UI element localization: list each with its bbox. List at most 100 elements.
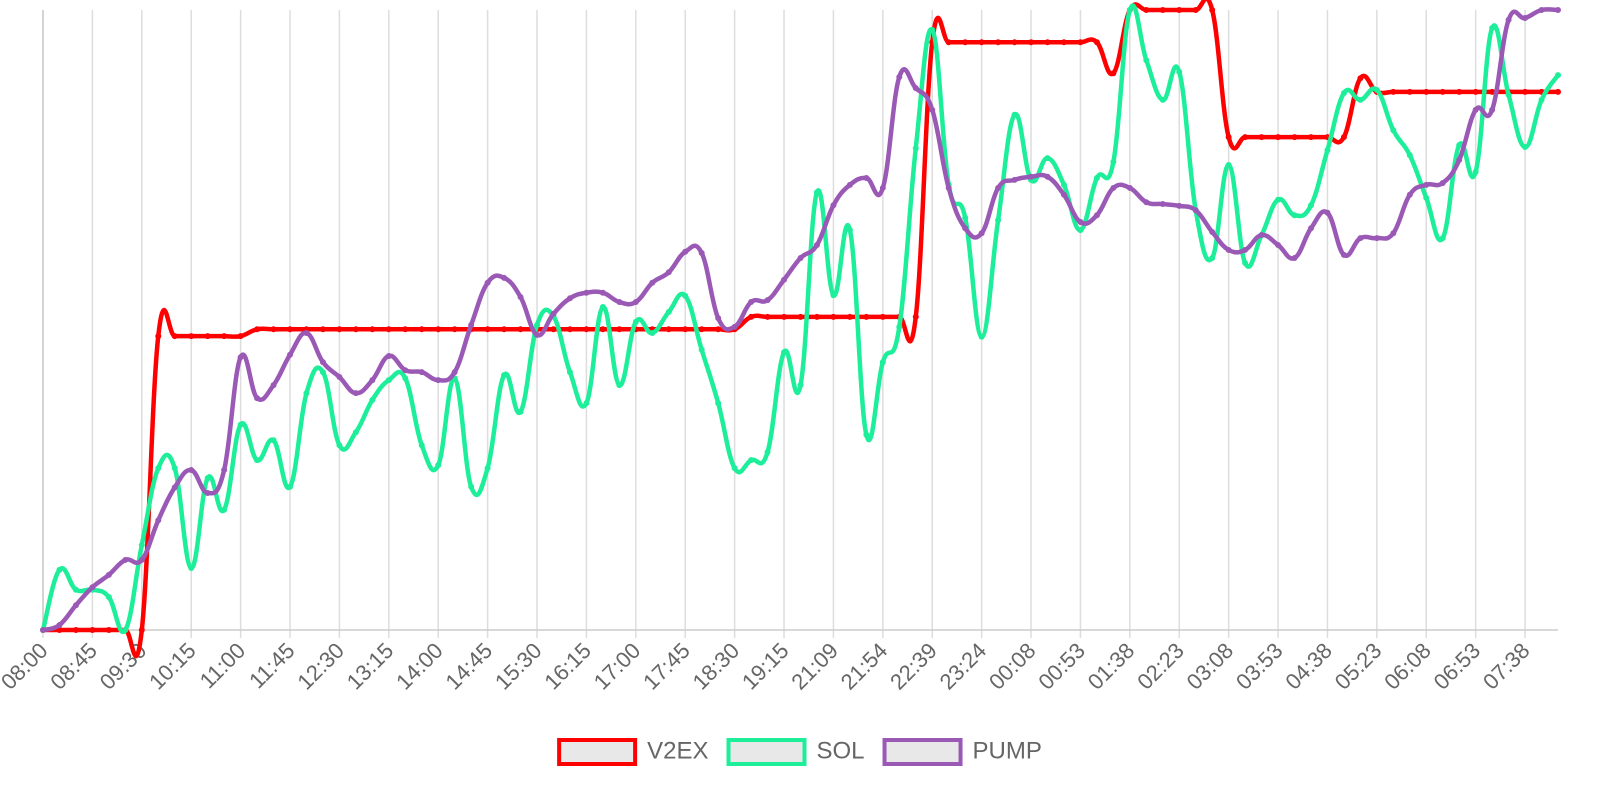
data-point (1028, 39, 1035, 46)
data-point (484, 465, 491, 472)
data-point (1143, 199, 1150, 206)
data-point (978, 333, 985, 340)
data-point (962, 39, 969, 46)
data-point (1242, 246, 1249, 253)
data-point (1340, 90, 1347, 97)
data-point (599, 326, 606, 333)
data-point (1159, 96, 1166, 103)
data-point (369, 396, 376, 403)
data-point (616, 326, 623, 333)
data-point (813, 241, 820, 248)
data-point (879, 359, 886, 366)
x-tick-label: 08:45 (45, 638, 102, 695)
data-point (435, 326, 442, 333)
data-point (1522, 88, 1529, 95)
data-point (863, 175, 870, 182)
data-point (748, 457, 755, 464)
data-point (846, 181, 853, 188)
data-point (632, 318, 639, 325)
data-point (303, 330, 310, 337)
data-point (616, 299, 623, 306)
x-tick-label: 21:54 (836, 638, 893, 695)
data-point (1291, 255, 1298, 261)
data-point (929, 26, 936, 33)
data-point (270, 326, 277, 333)
data-point (1011, 39, 1018, 46)
data-point (1242, 259, 1249, 266)
data-point (781, 349, 788, 356)
data-point (1258, 134, 1265, 141)
data-point (1373, 86, 1380, 93)
data-point (105, 594, 112, 601)
data-point (1176, 7, 1183, 13)
data-point (435, 377, 442, 384)
data-point (764, 449, 771, 456)
data-point (1225, 162, 1232, 168)
data-point (896, 73, 903, 80)
x-tick-label: 03:08 (1182, 638, 1239, 695)
data-point (1489, 106, 1496, 113)
data-point (566, 295, 573, 302)
x-tick-label: 04:38 (1280, 638, 1337, 695)
data-point (879, 184, 886, 191)
x-tick-label: 14:00 (391, 638, 448, 695)
data-point (813, 313, 820, 320)
data-point (550, 326, 557, 333)
data-point (682, 292, 689, 299)
data-point (1307, 134, 1314, 141)
data-point (1406, 88, 1413, 95)
data-point (1143, 57, 1150, 64)
data-point (1060, 191, 1067, 198)
data-point (188, 565, 195, 571)
data-point (649, 330, 656, 337)
x-tick-label: 00:08 (984, 638, 1041, 695)
data-point (1225, 134, 1232, 141)
data-point (1242, 134, 1249, 141)
data-point (270, 437, 277, 444)
data-point (122, 556, 129, 563)
data-point (1291, 212, 1298, 219)
data-point (1159, 201, 1166, 208)
data-point (188, 333, 195, 340)
data-point (287, 326, 294, 333)
data-point (1373, 235, 1380, 242)
data-point (1275, 196, 1282, 203)
data-point (1522, 15, 1529, 22)
series-line (43, 0, 1558, 659)
data-point (40, 627, 46, 633)
data-point (715, 400, 722, 407)
x-tick-label: 17:45 (638, 638, 695, 695)
data-point (1093, 212, 1100, 219)
data-point (1357, 75, 1364, 82)
data-point (204, 489, 211, 496)
data-point (599, 303, 606, 310)
data-point (501, 372, 508, 379)
data-point (1176, 69, 1183, 75)
data-point (1423, 181, 1430, 188)
data-point (846, 313, 853, 320)
data-point (517, 408, 524, 415)
data-point (1044, 155, 1051, 162)
data-point (385, 326, 392, 333)
x-tick-label: 22:39 (885, 638, 942, 695)
data-point (204, 333, 211, 340)
data-point (1357, 235, 1364, 242)
data-point (731, 323, 738, 330)
data-point (171, 484, 178, 491)
legend-item: SOL (726, 737, 865, 766)
data-point (863, 313, 870, 320)
data-point (171, 465, 178, 472)
data-point (830, 313, 837, 320)
data-point (797, 313, 804, 320)
data-point (1472, 88, 1479, 95)
x-tick-label: 11:00 (195, 638, 250, 693)
data-point (1390, 88, 1397, 95)
data-point (1093, 39, 1100, 46)
x-tick-label: 02:23 (1132, 638, 1189, 695)
x-tick-label: 09:30 (95, 638, 152, 695)
data-point (599, 289, 606, 296)
data-point (830, 292, 837, 299)
data-point (1423, 88, 1430, 95)
data-point (1225, 246, 1232, 253)
